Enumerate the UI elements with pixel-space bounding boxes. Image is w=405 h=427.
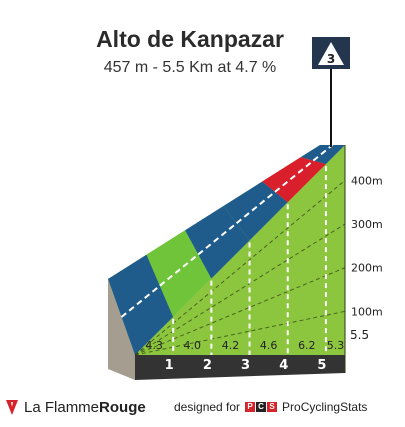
gradient-label: 6.2 xyxy=(298,339,316,352)
km-label: 3 xyxy=(241,358,250,373)
brand-name: La FlammeRouge xyxy=(24,398,146,416)
flame-icon xyxy=(6,400,18,415)
road-segment-6 xyxy=(300,145,345,165)
road-centerline-5 xyxy=(274,159,314,193)
gridline-200 xyxy=(134,267,346,356)
gradient-label: 4.2 xyxy=(222,339,240,352)
km-label: 4 xyxy=(279,358,288,373)
km-label: 1 xyxy=(165,358,174,373)
profile-side-face xyxy=(108,279,135,380)
road-centerline-4 xyxy=(235,191,276,224)
gradient-label: 4.0 xyxy=(184,339,202,352)
road-segment-5 xyxy=(262,157,326,203)
climb-profile-chart: 100m 200m 300m 400m 4.3 4.0 4.2 4.6 6.2 5.3 1 2 3 4 5 5… xyxy=(108,37,383,380)
road-segment-1 xyxy=(108,254,174,355)
y-tick-label: 400m xyxy=(351,174,383,187)
y-tick-label: 100m xyxy=(351,305,383,318)
km-label: 5 xyxy=(317,358,326,373)
gridline-400 xyxy=(134,179,346,356)
road-segment-4 xyxy=(223,181,288,241)
mountain-icon xyxy=(318,42,344,65)
distance-axis-base xyxy=(135,355,345,380)
y-tick-label: 200m xyxy=(351,262,383,275)
procyclingstats-link[interactable]: ProCyclingStats xyxy=(282,400,368,414)
road-segment-2 xyxy=(146,230,212,317)
y-tick-label: 300m xyxy=(351,218,383,231)
km-label: 2 xyxy=(203,358,212,373)
road-centerline-3 xyxy=(197,222,238,256)
road-centerline-6 xyxy=(312,144,334,162)
gridline-100 xyxy=(134,310,346,356)
climb-summary: 457 m - 5.5 Km at 4.7 % xyxy=(103,59,277,76)
gradient-label: 5.3 xyxy=(327,339,345,352)
la-flamme-rouge-logo[interactable]: La FlammeRouge xyxy=(4,398,146,416)
gradient-label: 4.6 xyxy=(260,339,278,352)
road-centerline-1 xyxy=(120,284,161,318)
category-number: 3 xyxy=(327,52,335,66)
road-segment-3 xyxy=(185,205,250,279)
profile-front-face xyxy=(135,145,345,355)
road-centerline-2 xyxy=(159,253,199,287)
gradient-label: 4.3 xyxy=(145,339,163,352)
credit-prefix: designed for xyxy=(174,400,241,414)
gridline-300 xyxy=(134,223,346,356)
page-title: Alto de Kanpazar xyxy=(96,26,284,52)
distance-total-label: 5.5 xyxy=(350,328,369,342)
